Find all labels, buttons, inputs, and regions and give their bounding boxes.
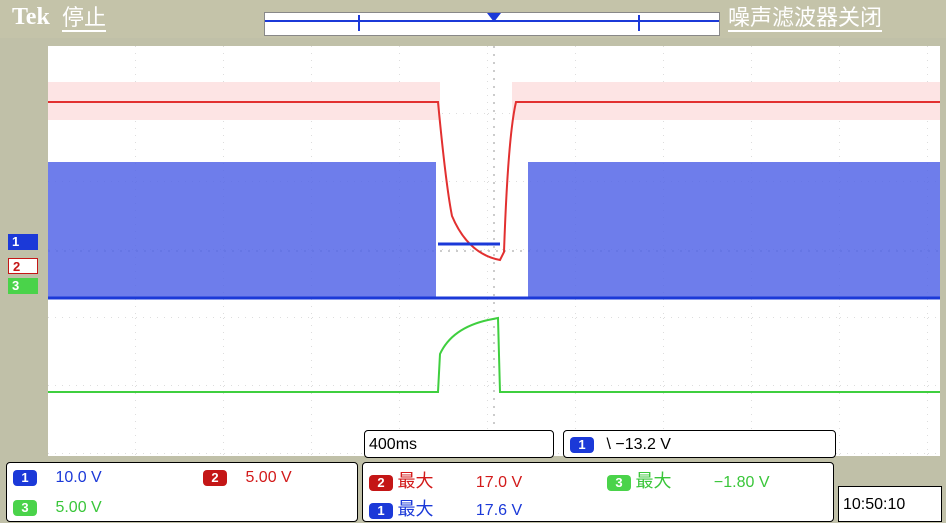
ch1-pwm-left: [48, 162, 436, 298]
meas-ch2-badge: 2: [369, 475, 393, 491]
meas-ch2-label: 最大: [397, 471, 434, 491]
timebase-value: 400ms: [369, 436, 418, 453]
falling-edge-icon: \: [606, 436, 611, 453]
waveform-display[interactable]: [48, 46, 940, 456]
meas-ch1-badge: 1: [369, 503, 393, 519]
ch1-pwm-right: [528, 162, 940, 298]
ch3-ground-marker[interactable]: 3: [8, 278, 38, 294]
ch3-scale: 5.00 V: [55, 499, 102, 516]
ch1-scale: 10.0 V: [55, 469, 102, 486]
ch1-scale-row[interactable]: 1 10.0 V: [13, 469, 102, 487]
waveform-traces: [48, 82, 940, 393]
ch2-badge: 2: [203, 470, 227, 486]
ch3-badge: 3: [13, 500, 37, 516]
measurement-ch1-max[interactable]: 1 最大 17.6 V: [369, 495, 522, 521]
acquisition-status[interactable]: 停止: [62, 5, 107, 32]
ch2-ground-marker[interactable]: 2: [8, 258, 38, 274]
trigger-readout[interactable]: 1 \ −13.2 V: [563, 430, 836, 458]
meas-ch3-value: −1.80 V: [713, 474, 770, 491]
ch2-trace: [48, 101, 940, 262]
meas-ch3-badge: 3: [607, 475, 631, 491]
meas-ch1-label: 最大: [397, 499, 434, 519]
record-view-window[interactable]: [358, 15, 640, 31]
trigger-level: −13.2 V: [615, 436, 671, 453]
measurement-ch2-max[interactable]: 2 最大 17.0 V: [369, 467, 522, 493]
noise-filter-status[interactable]: 噪声滤波器关闭: [728, 5, 883, 32]
ch1-badge: 1: [13, 470, 37, 486]
meas-ch2-value: 17.0 V: [475, 474, 523, 491]
trigger-channel-badge: 1: [570, 437, 594, 453]
timebase-readout[interactable]: 400ms: [364, 430, 554, 458]
ch3-scale-row[interactable]: 3 5.00 V: [13, 499, 102, 517]
ch1-ground-marker[interactable]: 1: [8, 234, 38, 250]
measurement-ch3-max[interactable]: 3 最大 −1.80 V: [607, 467, 770, 493]
meas-ch1-value: 17.6 V: [475, 502, 523, 519]
ch2-scale: 5.00 V: [245, 469, 292, 486]
ch2-scale-row[interactable]: 2 5.00 V: [203, 469, 292, 487]
record-overview-bar[interactable]: [264, 12, 720, 36]
meas-ch3-label: 最大: [635, 471, 672, 491]
record-line: [265, 20, 719, 22]
trigger-position-icon: [487, 13, 501, 22]
clock-readout: 10:50:10: [838, 486, 942, 522]
brand-logo: Tek: [12, 4, 50, 30]
ch3-trace: [48, 316, 940, 393]
channel-scale-panel[interactable]: 1 10.0 V 2 5.00 V 3 5.00 V: [6, 462, 358, 522]
measurement-panel[interactable]: 2 最大 17.0 V 3 最大 −1.80 V 1 最大 17.6 V: [362, 462, 834, 522]
